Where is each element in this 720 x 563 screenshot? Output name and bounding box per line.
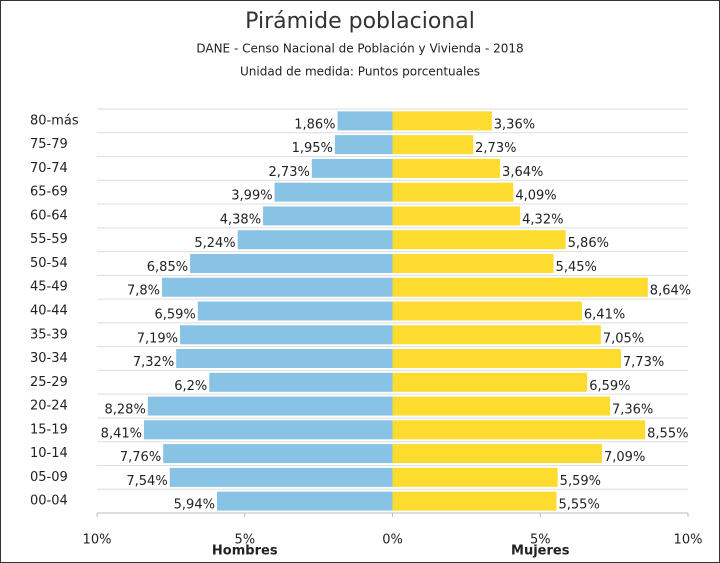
category-label: 05-09 [30,470,68,485]
x-tick-label: 10% [674,533,703,548]
data-label: 6,2% [174,379,207,394]
data-label: 3,64% [502,165,543,180]
bar [180,325,393,345]
category-label: 35-39 [30,327,68,342]
bar [147,396,393,416]
data-label: 6,85% [147,260,188,275]
data-label: 8,55% [647,426,688,441]
chart-subtitle: DANE - Censo Nacional de Población y Viv… [196,42,523,56]
bar [392,135,474,155]
data-label: 3,99% [231,189,272,204]
data-label: 7,05% [603,331,644,346]
bar [237,230,393,250]
bar [392,301,582,321]
category-label: 60-64 [30,208,68,223]
category-label: 15-19 [30,422,68,437]
data-label: 8,28% [105,403,146,418]
bar [392,467,558,487]
category-label: 20-24 [30,399,68,414]
category-label: 50-54 [30,256,68,271]
category-label: 00-04 [30,494,68,509]
data-label: 7,76% [120,450,161,465]
data-label: 8,41% [101,426,142,441]
bar [190,253,393,273]
data-label: 1,86% [294,117,335,132]
data-label: 5,59% [560,474,601,489]
data-label: 4,32% [522,212,563,227]
x-tick-label: 5% [530,533,551,548]
category-label: 25-29 [30,375,68,390]
unit-label: Unidad de medida: Puntos porcentuales [240,65,480,79]
data-label: 1,95% [292,141,333,156]
data-label: 8,64% [650,284,691,299]
bar [392,325,601,345]
series-label: Hombres [212,544,278,559]
category-label: 70-74 [30,161,68,176]
data-label: 5,55% [559,498,600,513]
bar [274,182,393,202]
bar [392,491,557,511]
data-label: 7,36% [612,403,653,418]
bar [392,111,492,131]
bar [263,206,393,226]
data-label: 6,59% [589,379,630,394]
data-label: 4,09% [515,189,556,204]
bar [337,111,393,131]
bar [216,491,393,511]
category-label: 30-34 [30,351,68,366]
data-label: 7,8% [127,284,160,299]
category-label: 10-14 [30,446,68,461]
data-label: 6,59% [154,308,195,323]
data-label: 4,38% [220,212,261,227]
data-label: 2,73% [475,141,516,156]
data-label: 7,19% [137,331,178,346]
data-label: 7,54% [126,474,167,489]
bar [392,444,603,464]
category-label: 55-59 [30,232,68,247]
bar [392,182,514,202]
bar [197,301,393,321]
data-label: 7,73% [623,355,664,370]
bar [392,277,648,297]
bar [143,420,393,440]
data-label: 5,94% [174,498,215,513]
category-label: 45-49 [30,280,68,295]
bar [392,420,646,440]
bar [392,158,501,178]
series-label: Mujeres [511,544,570,559]
bar [209,372,393,392]
x-tick-label: 10% [83,533,112,548]
x-tick-label: 0% [382,533,403,548]
data-label: 2,73% [269,165,310,180]
category-label: 65-69 [30,185,68,200]
bar [392,396,610,416]
bar [392,206,521,226]
bar [162,277,393,297]
bar [392,253,554,273]
category-label: 75-79 [30,137,68,152]
bar [392,230,566,250]
data-label: 3,36% [494,117,535,132]
bar [176,349,393,369]
data-label: 7,32% [133,355,174,370]
bar [163,444,393,464]
bar [392,372,588,392]
bar [334,135,393,155]
data-label: 5,45% [556,260,597,275]
category-label: 80-más [30,113,79,128]
data-label: 5,24% [194,236,235,251]
x-tick-label: 5% [234,533,255,548]
bar [392,349,621,369]
bar [311,158,393,178]
bar [169,467,393,487]
category-label: 40-44 [30,304,68,319]
chart-title: Pirámide poblacional [245,9,475,34]
data-label: 6,41% [584,308,625,323]
data-label: 5,86% [568,236,609,251]
data-label: 7,09% [604,450,645,465]
